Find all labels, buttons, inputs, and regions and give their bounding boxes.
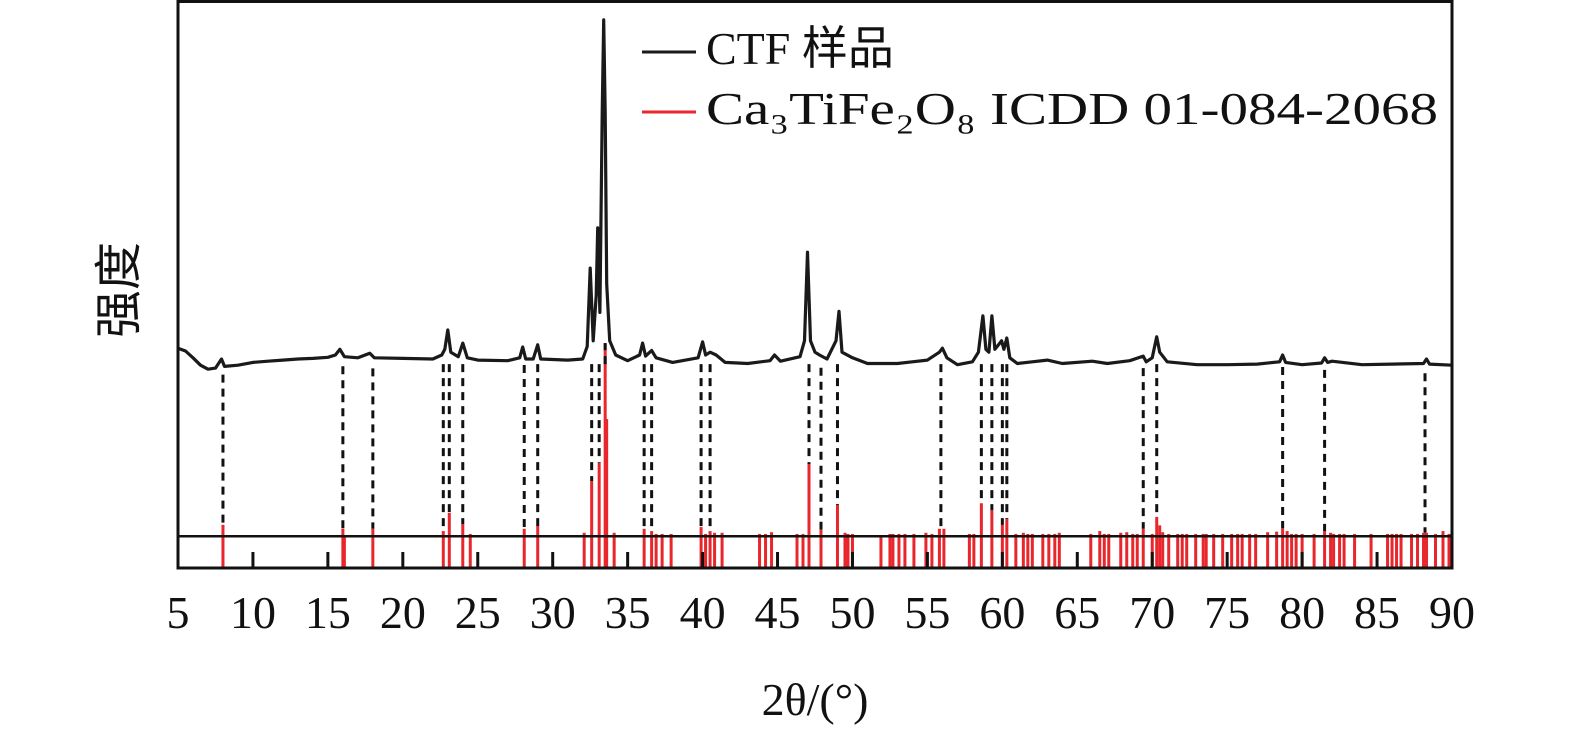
x-tick-label: 60 [979, 587, 1025, 638]
x-tick-label: 10 [230, 587, 276, 638]
x-tick-label: 35 [605, 587, 651, 638]
plot-frame [176, 0, 1454, 570]
x-tick-label: 50 [829, 587, 875, 638]
x-tick-label: 75 [1204, 587, 1250, 638]
x-tick-label: 55 [904, 587, 950, 638]
x-tick-label: 80 [1279, 587, 1325, 638]
legend-label-sample: CTF 样品 [706, 23, 894, 74]
x-tick-label: 65 [1054, 587, 1100, 638]
x-tick-label: 45 [755, 587, 801, 638]
x-tick-label: 70 [1129, 587, 1175, 638]
x-tick-label: 25 [455, 587, 501, 638]
x-tick-label: 40 [680, 587, 726, 638]
x-tick-label: 20 [380, 587, 426, 638]
legend-label-reference: Ca₃TiFe₂O₈ ICDD 01-084-2068 [706, 83, 1438, 134]
reference-sticks [221, 343, 1451, 568]
x-tick-label: 85 [1354, 587, 1400, 638]
x-tick-label: 15 [305, 587, 351, 638]
x-tick-label: 90 [1429, 587, 1475, 638]
x-axis-label: 2θ/(°) [762, 674, 869, 725]
series-ctf-sample-line [177, 18, 1453, 371]
x-tick-label: 30 [530, 587, 576, 638]
x-tick-label: 5 [167, 587, 190, 638]
x-tick-labels: 5 10 15 20 25 30 35 40 45 50 55 60 65 70 75 80 85 90 [167, 587, 1476, 638]
x-axis-ticks [251, 552, 1379, 568]
peak-guide-lines [221, 343, 1427, 533]
y-axis-label: 强度 [93, 242, 146, 338]
legend: CTF 样品 Ca₃TiFe₂O₈ ICDD 01-084-2068 [642, 23, 1438, 134]
